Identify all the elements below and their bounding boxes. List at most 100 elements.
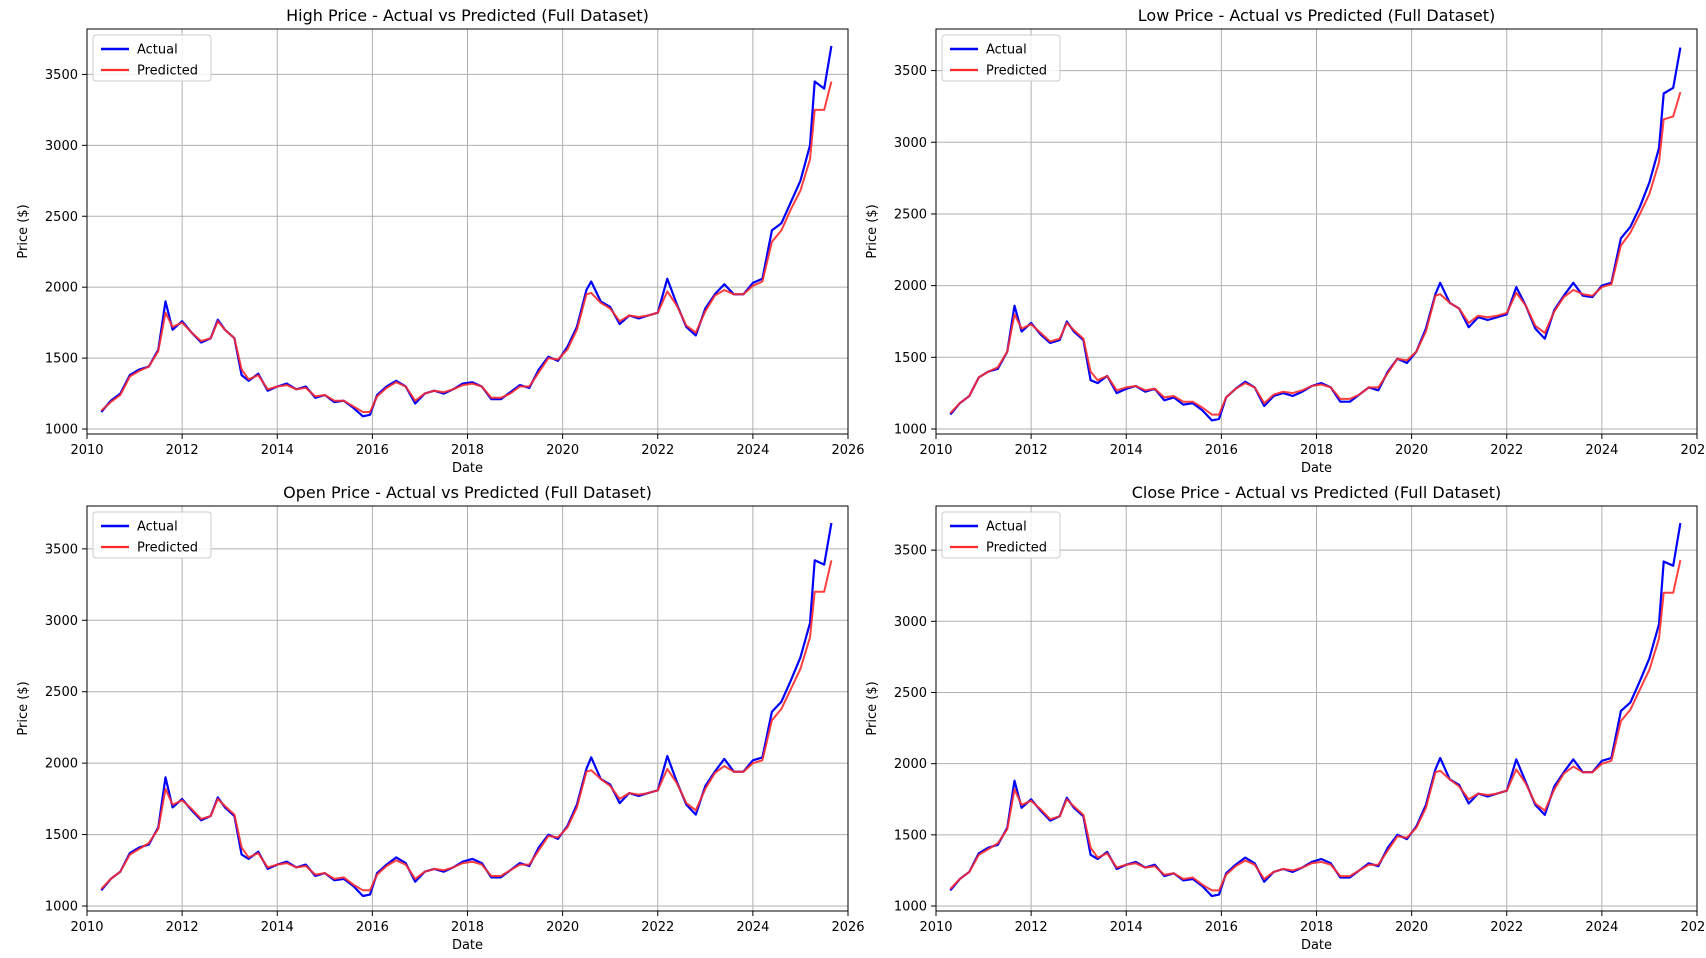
- x-axis-label: Date: [1301, 938, 1332, 953]
- legend-label-actual: Actual: [137, 43, 178, 58]
- x-tick-label: 2026: [1680, 443, 1706, 458]
- y-tick-label: 3500: [45, 542, 78, 557]
- chart-title: Low Price - Actual vs Predicted (Full Da…: [1138, 6, 1495, 25]
- x-tick-label: 2014: [261, 920, 294, 935]
- x-tick-label: 2014: [1110, 920, 1143, 935]
- legend: Actual Predicted: [941, 34, 1061, 82]
- x-tick-label: 2026: [831, 443, 864, 458]
- y-tick-label: 1500: [894, 828, 927, 843]
- chart-panel-2: 2010 2012 2014 2016 2018 2020 2022 2024 2026 1000…: [865, 6, 1706, 476]
- legend-label-actual: Actual: [137, 520, 178, 535]
- x-tick-label: 2018: [1300, 920, 1333, 935]
- x-tick-label: 2024: [1585, 920, 1618, 935]
- plot-frame: [935, 505, 1698, 912]
- chart-panel-3: 2010 2012 2014 2016 2018 2020 2022 2024 2026 1000…: [16, 483, 865, 953]
- x-tick-label: 2022: [641, 443, 674, 458]
- grid: [935, 506, 1698, 911]
- x-tick-label: 2010: [919, 443, 952, 458]
- legend-label-actual: Actual: [986, 520, 1027, 535]
- chart-panel-1: 2010 2012 2014 2016 2018 2020 2022 2024 2026 1000…: [16, 6, 865, 476]
- y-tick-label: 1500: [45, 352, 78, 367]
- y-tick-label: 2500: [45, 685, 78, 700]
- legend: Actual Predicted: [92, 34, 212, 82]
- series-line-predicted: [100, 81, 833, 413]
- y-axis-label: Price ($): [865, 681, 880, 735]
- grid: [86, 506, 849, 911]
- chart-title: High Price - Actual vs Predicted (Full D…: [286, 6, 649, 25]
- chart-title: Open Price - Actual vs Predicted (Full D…: [283, 483, 652, 502]
- x-axis-label: Date: [452, 461, 483, 476]
- x-tick-label: 2018: [451, 443, 484, 458]
- y-tick-label: 2000: [894, 757, 927, 772]
- y-tick-label: 1500: [894, 351, 927, 366]
- x-tick-label: 2020: [1395, 443, 1428, 458]
- x-tick-label: 2020: [546, 920, 579, 935]
- series-line-actual: [100, 45, 833, 418]
- x-tick-label: 2024: [736, 920, 769, 935]
- legend-label-predicted: Predicted: [137, 64, 198, 79]
- legend-label-predicted: Predicted: [986, 541, 1047, 556]
- x-tick-label: 2024: [736, 443, 769, 458]
- x-tick-label: 2016: [356, 443, 389, 458]
- x-tick-label: 2020: [546, 443, 579, 458]
- plot-frame: [86, 28, 849, 435]
- y-tick-label: 1000: [45, 423, 78, 438]
- y-tick-label: 2000: [45, 757, 78, 772]
- y-tick-label: 3500: [894, 544, 927, 559]
- x-tick-label: 2016: [1205, 443, 1238, 458]
- x-tick-label: 2018: [1300, 443, 1333, 458]
- series-line-predicted: [949, 559, 1682, 892]
- y-tick-label: 3500: [894, 64, 927, 79]
- y-tick-label: 1000: [894, 900, 927, 915]
- x-axis-label: Date: [452, 938, 483, 953]
- y-tick-label: 3000: [894, 615, 927, 630]
- x-tick-label: 2024: [1585, 443, 1618, 458]
- y-tick-label: 3000: [894, 136, 927, 151]
- series-line-actual: [949, 47, 1682, 422]
- y-tick-label: 1500: [45, 828, 78, 843]
- y-tick-label: 3000: [45, 139, 78, 154]
- y-tick-label: 2500: [894, 686, 927, 701]
- grid: [935, 29, 1698, 434]
- y-tick-label: 1000: [894, 422, 927, 437]
- plot-frame: [86, 505, 849, 912]
- x-tick-label: 2026: [1680, 920, 1706, 935]
- y-tick-label: 2500: [45, 210, 78, 225]
- x-tick-label: 2012: [1015, 920, 1048, 935]
- x-tick-label: 2026: [831, 920, 864, 935]
- series-line-predicted: [100, 560, 833, 892]
- x-tick-label: 2022: [1490, 443, 1523, 458]
- x-tick-label: 2020: [1395, 920, 1428, 935]
- y-axis-label: Price ($): [16, 681, 31, 735]
- series-line-actual: [949, 522, 1682, 898]
- y-tick-label: 1000: [45, 900, 78, 915]
- y-tick-label: 2000: [894, 279, 927, 294]
- series-line-actual: [100, 522, 833, 898]
- y-axis-label: Price ($): [865, 204, 880, 258]
- legend: Actual Predicted: [941, 511, 1061, 559]
- y-tick-label: 2000: [45, 281, 78, 296]
- x-tick-label: 2016: [1205, 920, 1238, 935]
- grid: [86, 29, 849, 434]
- x-tick-label: 2014: [261, 443, 294, 458]
- x-tick-label: 2012: [1015, 443, 1048, 458]
- x-tick-label: 2014: [1110, 443, 1143, 458]
- plot-frame: [935, 28, 1698, 435]
- x-tick-label: 2012: [166, 920, 199, 935]
- x-tick-label: 2010: [70, 920, 103, 935]
- series-line-predicted: [949, 91, 1682, 416]
- chart-panel-4: 2010 2012 2014 2016 2018 2020 2022 2024 2026 1000…: [865, 483, 1706, 953]
- x-tick-label: 2012: [166, 443, 199, 458]
- x-tick-label: 2010: [70, 443, 103, 458]
- x-tick-label: 2022: [641, 920, 674, 935]
- legend-label-actual: Actual: [986, 43, 1027, 58]
- y-tick-label: 2500: [894, 207, 927, 222]
- x-tick-label: 2022: [1490, 920, 1523, 935]
- legend-label-predicted: Predicted: [137, 541, 198, 556]
- x-tick-label: 2010: [919, 920, 952, 935]
- x-tick-label: 2018: [451, 920, 484, 935]
- legend: Actual Predicted: [92, 511, 212, 559]
- x-axis-label: Date: [1301, 461, 1332, 476]
